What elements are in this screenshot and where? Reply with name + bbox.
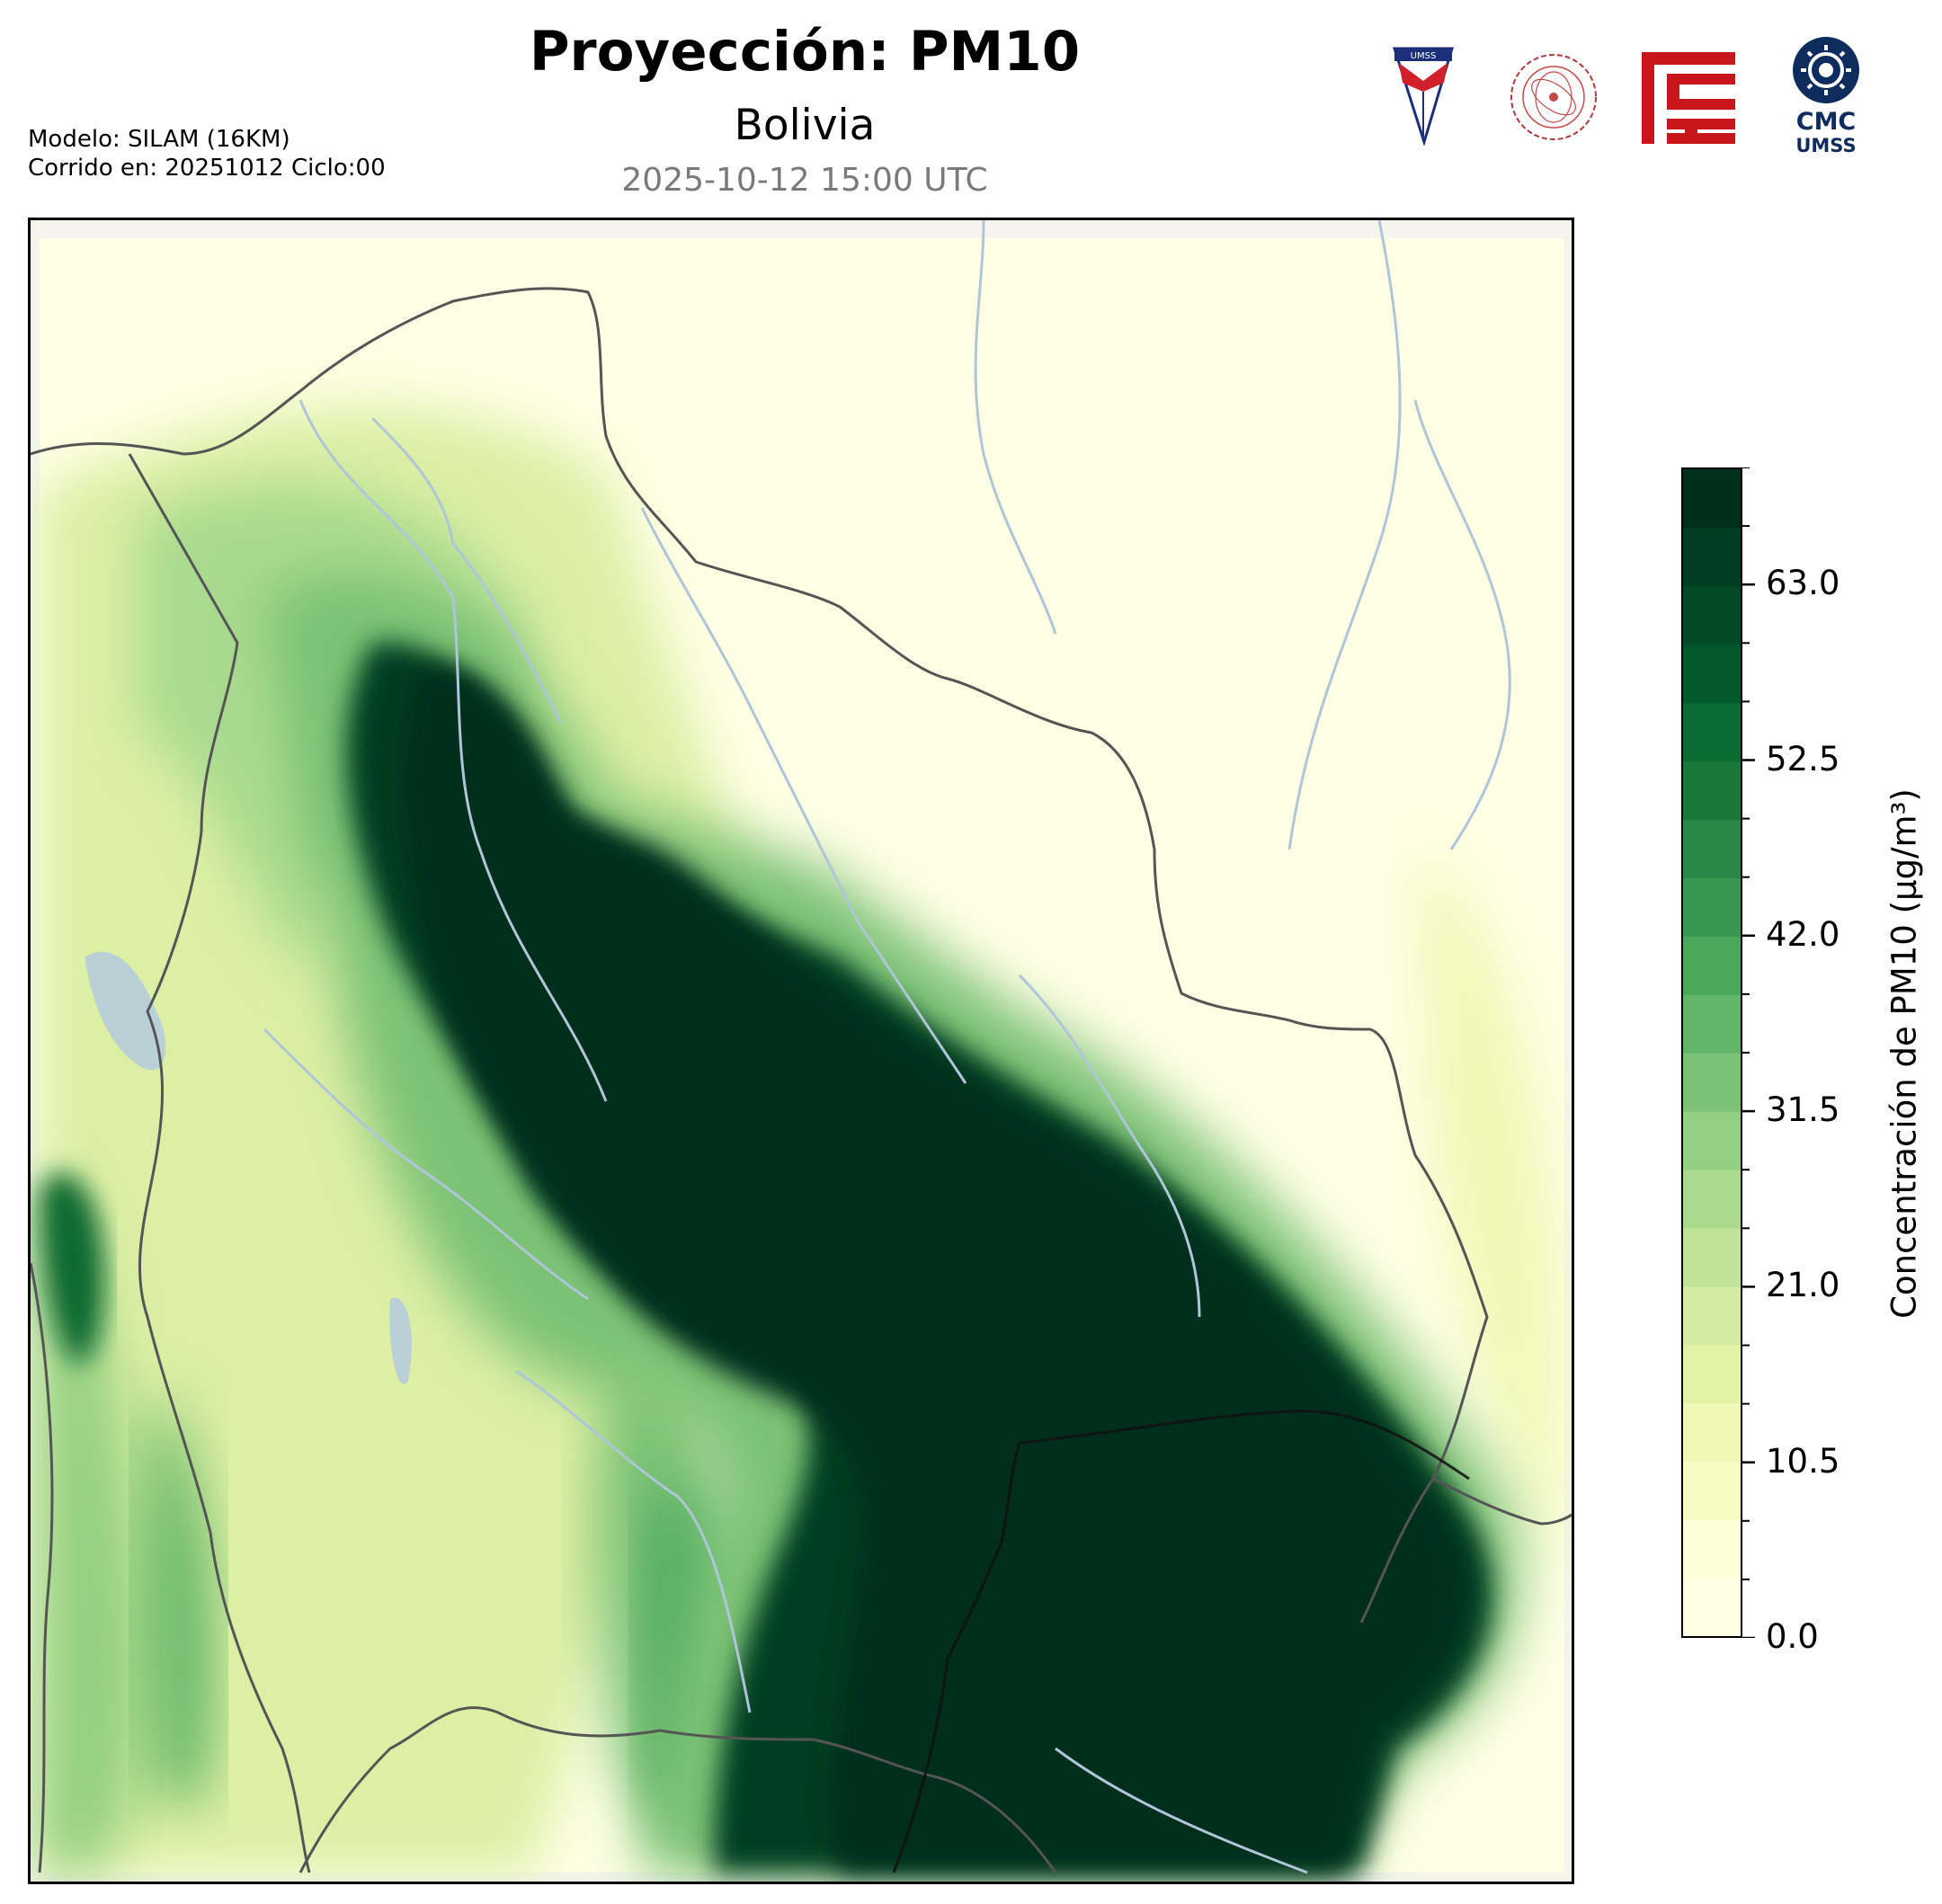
colorbar-tick-label: 0.0 bbox=[1766, 1617, 1819, 1656]
colorbar-level-7 bbox=[1683, 1169, 1741, 1229]
colorbar bbox=[1681, 467, 1742, 1638]
colorbar-tick-label: 42.0 bbox=[1766, 914, 1840, 954]
colorbar-level-1 bbox=[1683, 1519, 1741, 1579]
faculty-logo bbox=[1642, 52, 1735, 147]
cmc-umss-logo: CMC UMSS bbox=[1786, 36, 1866, 160]
run-label: Corrido en: 20251012 Ciclo:00 bbox=[28, 155, 386, 182]
colorbar-level-15 bbox=[1683, 702, 1741, 762]
colorbar-level-10 bbox=[1683, 994, 1741, 1054]
colorbar-level-17 bbox=[1683, 585, 1741, 645]
neighbor-border-dark bbox=[892, 1410, 1470, 1873]
colorbar-tick-label: 21.0 bbox=[1766, 1266, 1840, 1305]
high-concentration-plume bbox=[316, 613, 1519, 1873]
country-borders bbox=[31, 287, 1572, 1873]
lakes bbox=[85, 951, 412, 1384]
colorbar-ticks bbox=[1742, 467, 1755, 1638]
umss-logo-text: UMSS bbox=[1411, 51, 1437, 61]
colorbar-level-13 bbox=[1683, 819, 1741, 878]
colorbar-tick-label: 31.5 bbox=[1766, 1090, 1840, 1130]
colorbar-level-9 bbox=[1683, 1053, 1741, 1112]
colorbar-title: Concentración de PM10 (µg/m³) bbox=[1884, 788, 1924, 1319]
colorbar-level-3 bbox=[1683, 1402, 1741, 1462]
colorbar-level-11 bbox=[1683, 936, 1741, 995]
colorbar-level-18 bbox=[1683, 527, 1741, 587]
colorbar-level-6 bbox=[1683, 1227, 1741, 1287]
cmc-logo-subtext: UMSS bbox=[1795, 135, 1856, 156]
colorbar-level-19 bbox=[1683, 469, 1741, 529]
colorbar-tick-label: 52.5 bbox=[1766, 739, 1840, 779]
page-title: Proyección: PM10 bbox=[529, 20, 1081, 84]
colorbar-level-16 bbox=[1683, 644, 1741, 704]
map-canvas bbox=[31, 220, 1572, 1882]
umss-shield-logo: UMSS bbox=[1392, 47, 1455, 149]
colorbar-level-2 bbox=[1683, 1461, 1741, 1520]
model-label: Modelo: SILAM (16KM) bbox=[28, 126, 290, 153]
colorbar-level-12 bbox=[1683, 877, 1741, 937]
colorbar-level-0 bbox=[1683, 1578, 1741, 1636]
colorbar-fill bbox=[1683, 469, 1741, 1636]
colorbar-level-5 bbox=[1683, 1286, 1741, 1346]
colorbar-tick-label: 10.5 bbox=[1766, 1441, 1840, 1481]
colorbar-level-14 bbox=[1683, 761, 1741, 820]
cmc-logo-text: CMC bbox=[1796, 108, 1857, 136]
pm10-concentration-map[interactable] bbox=[28, 218, 1574, 1884]
rivers bbox=[263, 220, 1511, 1874]
colorbar-tick-label: 63.0 bbox=[1766, 564, 1840, 603]
physics-dept-seal-logo bbox=[1507, 47, 1600, 151]
colorbar-level-8 bbox=[1683, 1110, 1741, 1170]
forecast-datetime: 2025-10-12 15:00 UTC bbox=[621, 162, 988, 199]
colorbar-level-4 bbox=[1683, 1344, 1741, 1403]
region-subtitle: Bolivia bbox=[734, 101, 876, 150]
